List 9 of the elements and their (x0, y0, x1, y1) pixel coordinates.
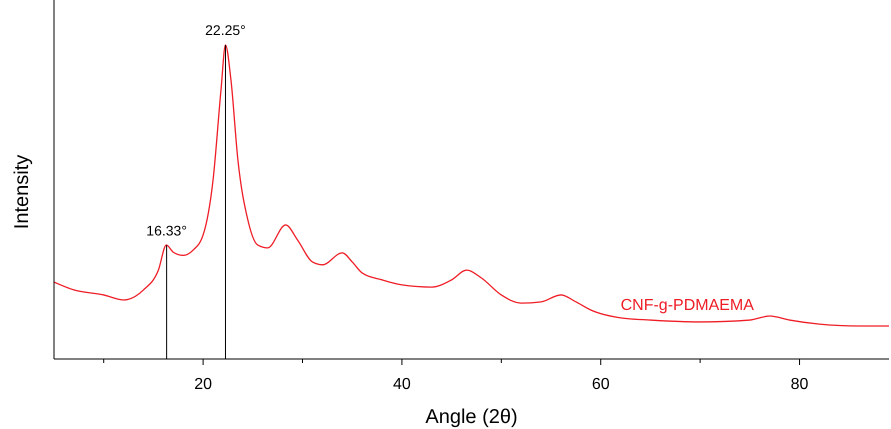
ref-line-label: 22.25° (205, 22, 246, 38)
x-axis-title: Angle (2θ) (425, 406, 518, 428)
x-tick-label: 80 (790, 376, 809, 393)
x-tick-label: 40 (393, 376, 411, 393)
ref-line-label: 16.33° (146, 222, 187, 238)
x-tick-label: 60 (592, 376, 610, 393)
x-tick-label: 20 (194, 376, 212, 393)
series-label: CNF-g-PDMAEMA (620, 296, 754, 314)
y-axis-title: Intensity (11, 154, 33, 230)
